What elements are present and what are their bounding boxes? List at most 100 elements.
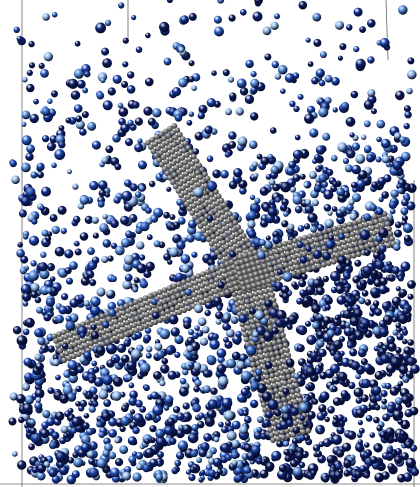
particle <box>351 142 360 151</box>
particle <box>290 407 299 416</box>
particle <box>404 111 412 119</box>
particle <box>57 205 67 215</box>
particle <box>386 447 394 455</box>
lattice-atom <box>83 342 90 349</box>
particle <box>20 162 31 173</box>
lattice-atom <box>199 282 206 289</box>
particle <box>359 323 366 330</box>
particle <box>255 458 263 465</box>
lattice-atom <box>242 331 249 338</box>
lattice-atom <box>271 361 278 368</box>
particle <box>347 430 357 440</box>
particle <box>247 220 256 229</box>
lattice-atom <box>202 201 209 208</box>
lattice-atom <box>232 280 238 287</box>
particle <box>391 296 402 307</box>
lattice-atom <box>332 247 339 254</box>
lattice-atom <box>218 216 224 223</box>
particle <box>324 96 332 104</box>
particle <box>354 470 363 479</box>
lattice-atom <box>107 332 114 339</box>
particle <box>30 171 38 179</box>
particle <box>74 240 80 247</box>
particle <box>120 238 131 248</box>
lattice-atom <box>336 224 343 231</box>
particle <box>186 234 195 243</box>
particle <box>133 413 144 424</box>
particle <box>391 266 400 275</box>
particle <box>342 442 352 452</box>
lattice-atom <box>180 147 187 154</box>
particle <box>178 77 188 88</box>
lattice-atom <box>213 219 220 226</box>
particle <box>72 183 79 190</box>
lattice-atom <box>168 290 175 296</box>
particle <box>186 119 193 126</box>
particle <box>376 119 386 129</box>
particle <box>74 40 81 47</box>
lattice-atom <box>284 267 291 274</box>
lattice-atom <box>224 255 231 262</box>
lattice-atom <box>236 270 243 277</box>
particle <box>342 157 350 165</box>
particle <box>140 221 150 232</box>
particle <box>125 230 133 239</box>
lattice-atom <box>293 259 299 266</box>
particle <box>276 309 287 321</box>
particle <box>406 356 416 366</box>
lattice-atom <box>305 266 312 273</box>
particle <box>28 270 39 282</box>
lattice-atom <box>184 182 191 189</box>
particle <box>153 371 162 380</box>
particle <box>231 420 241 430</box>
lattice-atom <box>173 146 180 153</box>
lattice-atom <box>80 321 86 328</box>
particle <box>9 392 18 401</box>
particle <box>257 383 267 394</box>
particle <box>249 307 256 315</box>
lattice-atom <box>354 246 360 253</box>
lattice-atom <box>180 166 187 173</box>
particle <box>259 186 269 196</box>
lattice-atom <box>209 203 216 210</box>
particle <box>254 310 265 321</box>
particle <box>283 317 291 325</box>
lattice-atom <box>177 297 184 304</box>
particle <box>198 104 208 114</box>
particle <box>309 128 319 138</box>
lattice-atom <box>248 272 255 279</box>
particle <box>34 401 43 410</box>
lattice-atom <box>191 291 198 298</box>
particle <box>322 475 329 483</box>
lattice-atom <box>280 434 286 441</box>
lattice-atom <box>100 329 107 336</box>
particle <box>220 442 231 453</box>
particle <box>43 52 53 62</box>
particle <box>334 20 345 30</box>
lattice-atom <box>166 285 173 292</box>
lattice-atom <box>68 348 75 355</box>
lattice-atom <box>347 242 354 249</box>
lattice-atom <box>281 396 287 403</box>
particle <box>8 417 17 426</box>
particle <box>153 240 161 248</box>
particle <box>363 213 372 222</box>
particle <box>228 14 236 22</box>
lattice-atom <box>264 293 271 300</box>
lattice-atom <box>232 296 239 303</box>
particle <box>312 398 319 405</box>
lattice-atom <box>187 186 193 193</box>
lattice-atom <box>266 261 273 268</box>
lattice-atom <box>186 175 192 182</box>
particle <box>21 135 32 146</box>
particle <box>375 394 382 402</box>
lattice-atom <box>203 292 210 299</box>
particle <box>292 194 303 205</box>
lattice-atom <box>258 269 264 276</box>
lattice-atom <box>251 282 257 289</box>
lattice-atom <box>242 252 249 259</box>
particle <box>88 262 97 270</box>
particle <box>228 131 237 140</box>
particle <box>240 387 249 396</box>
particle <box>138 160 147 170</box>
